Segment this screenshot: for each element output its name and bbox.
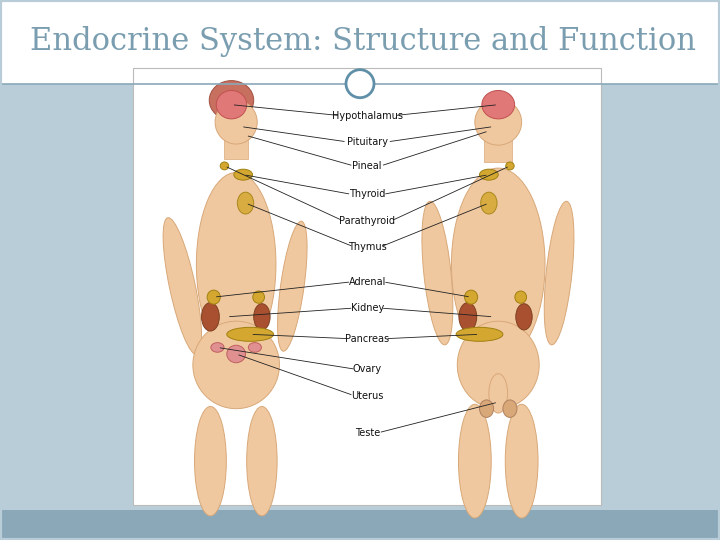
Text: Pituitary: Pituitary xyxy=(347,137,387,147)
Ellipse shape xyxy=(480,400,494,417)
Text: Thymus: Thymus xyxy=(348,242,387,252)
Text: Adrenal: Adrenal xyxy=(348,277,386,287)
Ellipse shape xyxy=(238,192,253,214)
Text: Pancreas: Pancreas xyxy=(345,334,390,343)
Ellipse shape xyxy=(503,400,517,417)
Ellipse shape xyxy=(489,374,508,413)
Ellipse shape xyxy=(422,201,453,345)
Ellipse shape xyxy=(253,291,264,303)
Ellipse shape xyxy=(220,162,229,170)
Ellipse shape xyxy=(211,342,224,352)
Ellipse shape xyxy=(505,404,538,518)
Text: Thyroid: Thyroid xyxy=(349,190,385,199)
Text: Hypothalamus: Hypothalamus xyxy=(332,111,402,120)
Ellipse shape xyxy=(215,100,257,144)
Ellipse shape xyxy=(459,404,491,518)
Ellipse shape xyxy=(197,172,276,356)
FancyBboxPatch shape xyxy=(133,68,601,505)
Ellipse shape xyxy=(234,169,253,180)
FancyBboxPatch shape xyxy=(225,133,248,159)
Ellipse shape xyxy=(227,345,246,363)
Ellipse shape xyxy=(451,168,545,361)
Ellipse shape xyxy=(474,99,521,145)
Ellipse shape xyxy=(210,80,253,120)
Text: Parathyroid: Parathyroid xyxy=(339,215,395,226)
Ellipse shape xyxy=(247,407,277,516)
Ellipse shape xyxy=(194,407,226,516)
Ellipse shape xyxy=(480,169,498,180)
Text: Pineal: Pineal xyxy=(353,161,382,171)
Text: Kidney: Kidney xyxy=(351,303,384,313)
Text: Endocrine System: Structure and Function: Endocrine System: Structure and Function xyxy=(30,26,696,57)
Ellipse shape xyxy=(482,91,515,119)
Text: Uterus: Uterus xyxy=(351,390,383,401)
Ellipse shape xyxy=(163,218,202,355)
Ellipse shape xyxy=(464,290,477,304)
Ellipse shape xyxy=(202,302,220,331)
Ellipse shape xyxy=(516,303,532,330)
Ellipse shape xyxy=(227,327,274,341)
Ellipse shape xyxy=(193,321,279,409)
FancyBboxPatch shape xyxy=(0,510,720,540)
Ellipse shape xyxy=(248,342,261,352)
Ellipse shape xyxy=(457,321,539,409)
Ellipse shape xyxy=(544,201,574,345)
Text: Teste: Teste xyxy=(354,428,380,438)
FancyBboxPatch shape xyxy=(0,0,720,84)
Ellipse shape xyxy=(278,221,307,351)
Ellipse shape xyxy=(207,290,220,304)
FancyBboxPatch shape xyxy=(484,131,513,161)
Ellipse shape xyxy=(505,162,514,170)
Ellipse shape xyxy=(515,291,526,303)
Ellipse shape xyxy=(456,327,503,341)
Circle shape xyxy=(346,70,374,98)
Ellipse shape xyxy=(481,192,497,214)
Ellipse shape xyxy=(459,302,477,331)
Ellipse shape xyxy=(216,91,247,119)
Text: Ovary: Ovary xyxy=(353,364,382,374)
Ellipse shape xyxy=(253,303,270,330)
